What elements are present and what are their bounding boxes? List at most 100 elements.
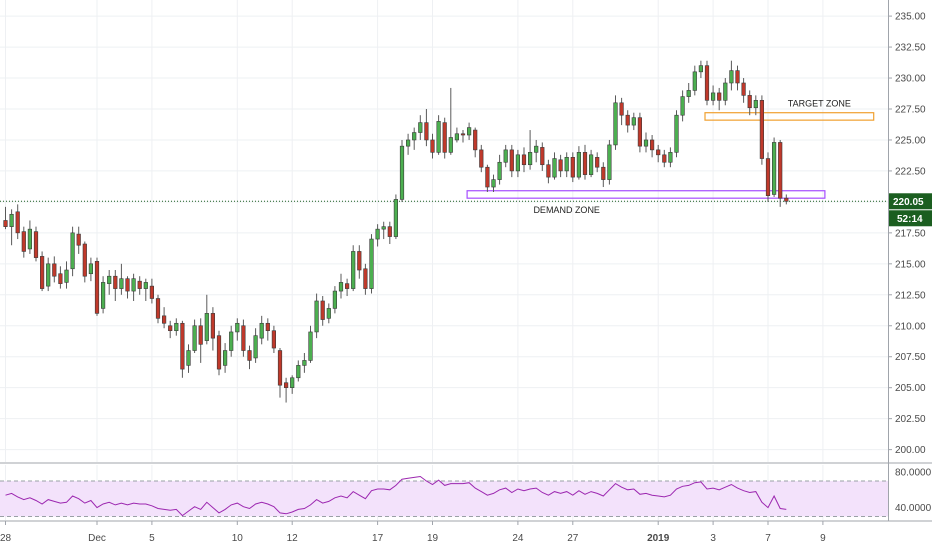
candle-body — [454, 133, 460, 141]
candle-body — [479, 149, 484, 168]
price-tick-label: 205.00 — [895, 383, 926, 394]
time-tick-label: 2019 — [647, 533, 670, 544]
candle-body — [381, 226, 386, 230]
candle-body — [283, 382, 289, 388]
candle-body — [771, 142, 777, 195]
candle-body — [515, 154, 520, 172]
candle-body — [753, 100, 758, 109]
candle-body — [698, 65, 703, 73]
candle-body — [595, 157, 600, 168]
candle-body — [588, 154, 594, 175]
candle-body — [9, 213, 14, 227]
candle-body — [82, 243, 87, 277]
candle-body — [564, 157, 569, 172]
candle-body — [290, 377, 295, 388]
candle-body — [643, 139, 649, 147]
time-tick-label: 19 — [427, 533, 439, 544]
grid-lines — [0, 0, 888, 520]
candle-body — [527, 152, 533, 166]
candle-body — [88, 263, 93, 275]
candle-body — [509, 149, 514, 172]
candle-body — [625, 114, 630, 126]
time-tick-label: Dec — [88, 533, 106, 544]
candle-body — [314, 300, 319, 333]
candle-body — [741, 82, 746, 96]
candle-body — [131, 278, 136, 292]
candle-body — [393, 199, 399, 237]
candle-body — [710, 92, 716, 101]
candle-body — [64, 269, 69, 283]
candle-body — [33, 231, 39, 258]
candle-body — [119, 278, 124, 289]
candle-body — [351, 251, 356, 289]
current-price-tag — [889, 193, 932, 210]
candle-body — [229, 331, 234, 351]
candle-body — [442, 122, 447, 153]
candle-body — [491, 179, 496, 188]
price-tick-label: 210.00 — [895, 321, 926, 332]
candle-body — [735, 70, 740, 84]
candle-body — [552, 158, 557, 178]
time-tick-label: 28 — [0, 533, 11, 544]
candle-body — [344, 283, 350, 289]
candle-body — [369, 238, 374, 289]
candle-body — [58, 273, 63, 284]
candle-body — [332, 290, 338, 309]
countdown-label: 52:14 — [897, 214, 923, 225]
candle-body — [424, 122, 429, 141]
candle-body — [704, 65, 710, 101]
candle-body — [412, 132, 417, 141]
candle-body — [418, 122, 423, 133]
candle-body — [223, 350, 228, 366]
time-tick-label: 3 — [710, 533, 716, 544]
price-tick-label: 207.50 — [895, 352, 926, 363]
candle-body — [765, 158, 771, 196]
time-tick-label: 9 — [820, 533, 826, 544]
candle-body — [265, 322, 270, 332]
candle-body — [204, 313, 209, 341]
candle-body — [399, 145, 405, 200]
candle-body — [759, 100, 764, 159]
candle-body — [113, 275, 118, 289]
candle-body — [168, 325, 173, 332]
demand-zone-label: DEMAND ZONE — [533, 205, 600, 215]
candle-body — [540, 147, 545, 166]
candle-body — [607, 144, 612, 180]
candle-body — [326, 308, 331, 319]
candle-body — [338, 282, 344, 292]
candle-body — [466, 127, 472, 136]
price-tick-label: 225.00 — [895, 135, 926, 146]
candle-body — [613, 102, 618, 146]
candle-body — [448, 137, 453, 153]
current-price-label: 220.05 — [893, 197, 924, 208]
zone-box — [704, 112, 875, 121]
candle-body — [723, 82, 728, 101]
candle-body — [94, 261, 100, 314]
price-tick-label: 200.00 — [895, 445, 926, 456]
candle-body — [174, 322, 179, 332]
time-tick-label: 7 — [765, 533, 771, 544]
candle-body — [747, 95, 752, 109]
candle-body — [186, 350, 191, 366]
candle-body — [296, 365, 301, 379]
candle-body — [778, 142, 783, 199]
candle-body — [601, 166, 606, 180]
candle-body — [717, 92, 722, 101]
zone-box — [466, 190, 826, 199]
candle-body — [558, 159, 563, 172]
price-tick-label: 235.00 — [895, 12, 926, 23]
candle-body — [485, 166, 490, 188]
candle-body — [570, 157, 575, 178]
time-tick-label: 17 — [372, 533, 384, 544]
candle-body — [576, 152, 581, 178]
price-tick-label: 227.50 — [895, 104, 926, 115]
candle-body — [363, 268, 368, 289]
candle-body — [143, 282, 148, 289]
price-tick-label: 212.50 — [895, 290, 926, 301]
candle-body — [784, 197, 789, 202]
candle-body — [3, 220, 8, 227]
candle-body — [320, 300, 325, 320]
